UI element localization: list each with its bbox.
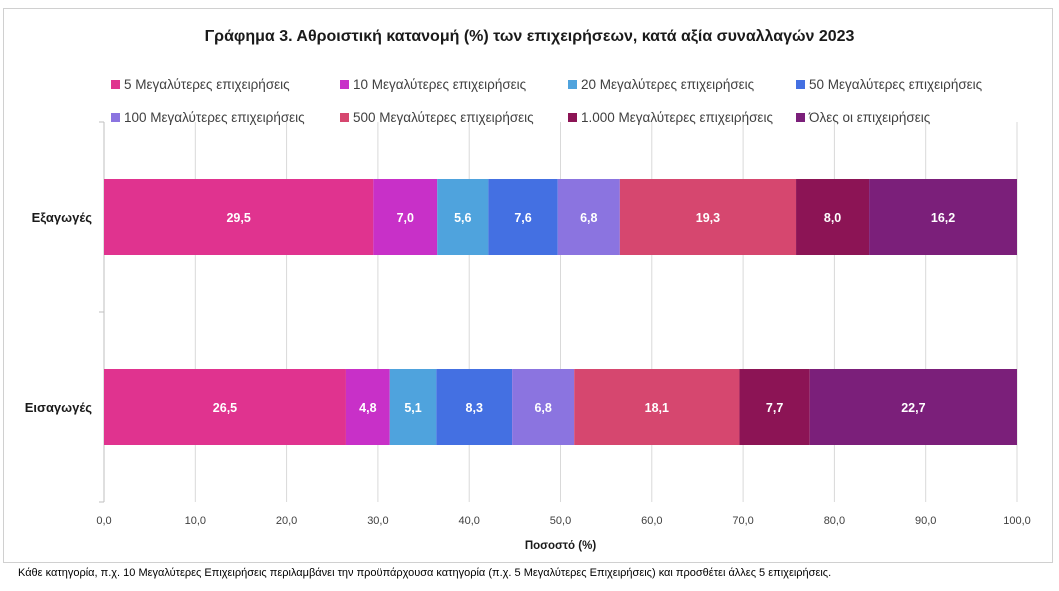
bar-segment	[512, 369, 575, 445]
legend-swatch	[568, 80, 577, 89]
legend-item: 20 Μεγαλύτερες επιχειρήσεις	[568, 77, 754, 92]
legend-swatch	[796, 80, 805, 89]
bar-segment	[436, 369, 513, 445]
legend-label: 1.000 Μεγαλύτερες επιχειρήσεις	[581, 110, 773, 125]
bar-segment	[104, 179, 374, 255]
data-label: 18,1	[645, 401, 669, 415]
legend-swatch	[340, 113, 349, 122]
data-label: 7,7	[766, 401, 783, 415]
legend-label: 10 Μεγαλύτερες επιχειρήσεις	[353, 77, 527, 92]
x-tick-label: 70,0	[732, 515, 753, 527]
x-tick-label: 10,0	[185, 515, 206, 527]
data-label: 16,2	[931, 211, 955, 225]
x-tick-label: 80,0	[824, 515, 845, 527]
data-label: 4,8	[359, 401, 376, 415]
data-label: 22,7	[901, 401, 925, 415]
bar-segment	[345, 369, 390, 445]
legend-label: 500 Μεγαλύτερες επιχειρήσεις	[353, 110, 534, 125]
data-label: 8,0	[824, 211, 841, 225]
bar-segment	[739, 369, 810, 445]
x-tick-label: 100,0	[1003, 515, 1031, 527]
bar-segment	[809, 369, 1017, 445]
data-label: 26,5	[213, 401, 237, 415]
legend-swatch	[796, 113, 805, 122]
legend-item: Όλες οι επιχειρήσεις	[796, 110, 930, 125]
legend-item: 5 Μεγαλύτερες επιχειρήσεις	[111, 77, 290, 92]
category-label: Εξαγωγές	[32, 210, 93, 225]
legend-swatch	[340, 80, 349, 89]
bar-segment	[373, 179, 438, 255]
x-tick-label: 90,0	[915, 515, 936, 527]
footnote: Κάθε κατηγορία, π.χ. 10 Μεγαλύτερες Επιχ…	[18, 567, 832, 579]
chart-frame	[3, 8, 1053, 563]
bar-segment	[557, 179, 620, 255]
x-tick-label: 0,0	[96, 515, 111, 527]
bar-segment	[619, 179, 797, 255]
legend-item: 10 Μεγαλύτερες επιχειρήσεις	[340, 77, 526, 92]
legend-item: 100 Μεγαλύτερες επιχειρήσεις	[111, 110, 305, 125]
data-label: 5,6	[454, 211, 471, 225]
data-label: 6,8	[534, 401, 551, 415]
data-label: 19,3	[696, 211, 720, 225]
legend-label: 50 Μεγαλύτερες επιχειρήσεις	[809, 77, 983, 92]
bar-segment	[574, 369, 740, 445]
legend-item: 50 Μεγαλύτερες επιχειρήσεις	[796, 77, 982, 92]
bar-segment	[796, 179, 870, 255]
legend-label: 5 Μεγαλύτερες επιχειρήσεις	[124, 77, 290, 92]
x-tick-label: 50,0	[550, 515, 571, 527]
x-tick-label: 40,0	[458, 515, 479, 527]
data-label: 6,8	[580, 211, 597, 225]
legend-swatch	[111, 80, 120, 89]
data-label: 7,6	[514, 211, 531, 225]
bar-segment	[104, 369, 346, 445]
legend-label: 100 Μεγαλύτερες επιχειρήσεις	[124, 110, 305, 125]
data-label: 7,0	[397, 211, 414, 225]
bar-segment	[869, 179, 1017, 255]
legend-label: 20 Μεγαλύτερες επιχειρήσεις	[581, 77, 755, 92]
data-label: 29,5	[226, 211, 250, 225]
x-axis-title: Ποσοστό (%)	[525, 540, 596, 552]
data-label: 8,3	[466, 401, 483, 415]
bar-segment	[488, 179, 558, 255]
bar-segment	[389, 369, 437, 445]
bar-segment	[437, 179, 489, 255]
legend-item: 1.000 Μεγαλύτερες επιχειρήσεις	[568, 110, 773, 125]
legend-label: Όλες οι επιχειρήσεις	[809, 110, 931, 125]
x-tick-label: 20,0	[276, 515, 297, 527]
legend-swatch	[568, 113, 577, 122]
x-tick-label: 30,0	[367, 515, 388, 527]
chart-title: Γράφημα 3. Αθροιστική κατανομή (%) των ε…	[204, 28, 855, 45]
legend-item: 500 Μεγαλύτερες επιχειρήσεις	[340, 110, 534, 125]
x-tick-label: 60,0	[641, 515, 662, 527]
legend-swatch	[111, 113, 120, 122]
category-label: Εισαγωγές	[25, 400, 92, 415]
data-label: 5,1	[404, 401, 421, 415]
